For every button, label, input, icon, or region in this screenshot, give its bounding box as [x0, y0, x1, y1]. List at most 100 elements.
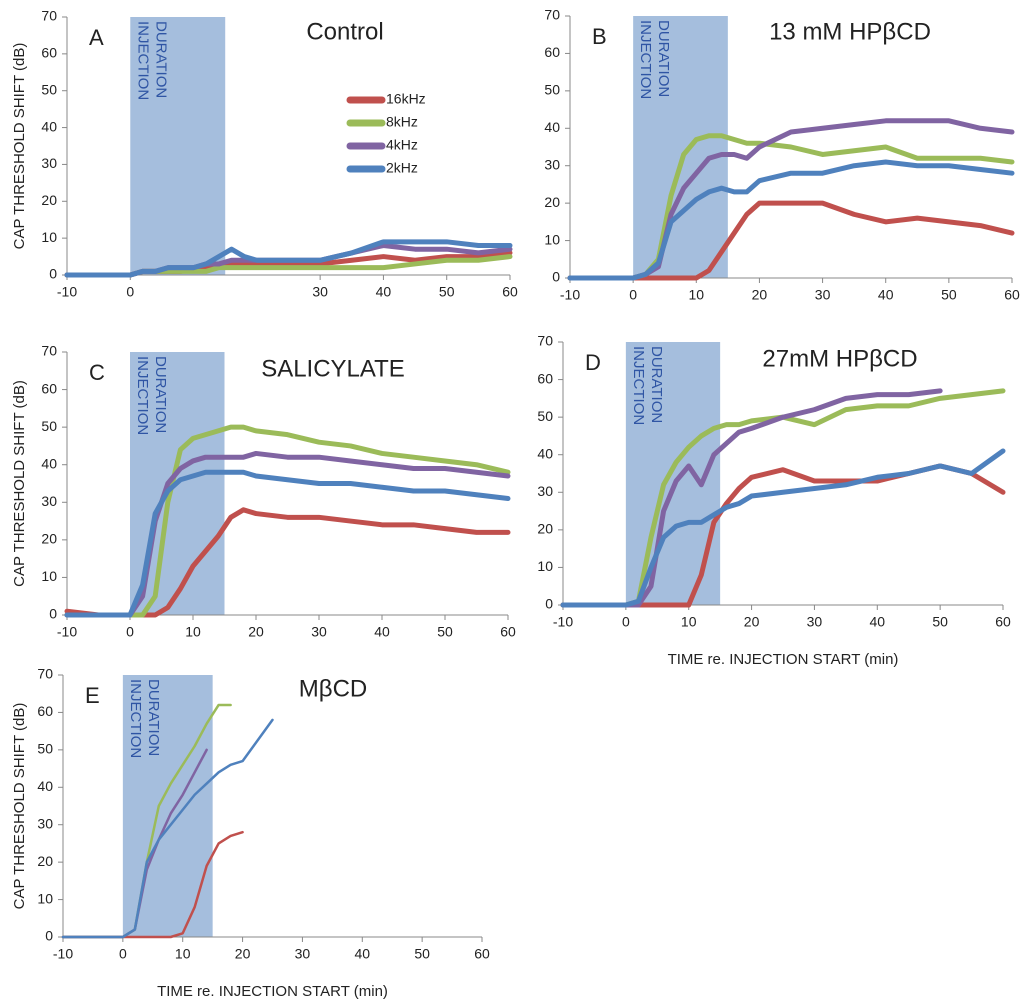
x-tick-label: 20 — [744, 614, 760, 630]
x-tick-label: 0 — [622, 614, 630, 630]
y-tick-label: 0 — [552, 269, 560, 285]
y-tick-label: 70 — [537, 333, 553, 349]
legend-label: 8kHz — [386, 114, 418, 130]
x-tick-label: -10 — [560, 287, 580, 303]
injection-label: DURATION — [655, 20, 672, 97]
y-tick-label: 70 — [544, 7, 560, 23]
series-line — [560, 448, 1006, 608]
chart-title: 13 mM HPβCD — [769, 18, 931, 45]
x-tick-label: 30 — [311, 624, 327, 640]
y-tick-label: 60 — [41, 45, 57, 61]
y-tick-label: 50 — [537, 408, 553, 424]
x-tick-label: 20 — [248, 624, 264, 640]
y-tick-label: 20 — [41, 192, 57, 208]
injection-label: INJECTION — [630, 346, 647, 425]
y-tick-label: 0 — [49, 606, 57, 622]
y-tick-label: 50 — [41, 418, 57, 434]
y-axis-label: CAP THRESHOLD SHIFT (dB) — [11, 380, 28, 587]
y-tick-label: 50 — [41, 81, 57, 97]
y-tick-label: 40 — [41, 455, 57, 471]
x-axis-label: TIME re. INJECTION START (min) — [157, 983, 388, 1000]
x-tick-label: -10 — [57, 624, 77, 640]
y-tick-label: 40 — [37, 778, 53, 794]
panel-letter: C — [89, 360, 105, 385]
x-tick-label: 20 — [235, 946, 251, 962]
y-tick-label: 10 — [41, 568, 57, 584]
y-tick-label: 0 — [45, 928, 53, 944]
x-tick-label: 0 — [126, 284, 134, 300]
y-tick-label: 20 — [37, 853, 53, 869]
x-tick-label: 0 — [126, 624, 134, 640]
y-tick-label: 50 — [544, 82, 560, 98]
x-tick-label: 30 — [295, 946, 311, 962]
y-tick-label: 70 — [37, 666, 53, 682]
x-tick-label: 50 — [437, 624, 453, 640]
series-line — [560, 388, 943, 608]
x-tick-label: -10 — [57, 284, 77, 300]
y-tick-label: 20 — [544, 194, 560, 210]
y-tick-label: 0 — [545, 596, 553, 612]
x-tick-label: 30 — [815, 287, 831, 303]
y-tick-label: 70 — [41, 343, 57, 359]
legend-label: 2kHz — [386, 160, 418, 176]
series-line — [61, 718, 274, 939]
y-tick-label: 10 — [544, 231, 560, 247]
x-tick-label: -10 — [553, 614, 573, 630]
y-tick-label: 60 — [41, 380, 57, 396]
y-tick-label: 60 — [537, 370, 553, 386]
x-tick-label: 60 — [502, 284, 518, 300]
x-tick-label: 60 — [474, 946, 490, 962]
x-tick-label: 10 — [175, 946, 191, 962]
x-tick-label: 40 — [354, 946, 370, 962]
x-tick-label: 10 — [681, 614, 697, 630]
y-tick-label: 0 — [49, 266, 57, 282]
x-tick-label: 60 — [500, 624, 516, 640]
y-tick-label: 30 — [544, 156, 560, 172]
series-line — [64, 424, 511, 618]
injection-label: DURATION — [152, 356, 169, 433]
y-tick-label: 40 — [41, 118, 57, 134]
injection-label: INJECTION — [134, 356, 151, 435]
y-tick-label: 20 — [41, 531, 57, 547]
x-tick-label: 30 — [312, 284, 328, 300]
x-tick-label: 10 — [688, 287, 704, 303]
panel-letter: D — [585, 350, 601, 375]
series-line — [64, 507, 511, 618]
y-tick-label: 50 — [37, 741, 53, 757]
series-line — [64, 469, 511, 618]
x-axis-label: TIME re. INJECTION START (min) — [668, 651, 899, 668]
chart-title: Control — [306, 18, 383, 45]
chart-title: 27mM HPβCD — [762, 345, 917, 372]
x-tick-label: 50 — [932, 614, 948, 630]
x-tick-label: -10 — [53, 946, 73, 962]
series-line — [64, 239, 513, 278]
x-tick-label: 0 — [629, 287, 637, 303]
series-line — [560, 388, 1006, 608]
y-tick-label: 60 — [37, 703, 53, 719]
x-tick-label: 50 — [941, 287, 957, 303]
injection-shade — [633, 16, 728, 278]
y-tick-label: 30 — [537, 483, 553, 499]
y-tick-label: 40 — [544, 119, 560, 135]
y-tick-label: 10 — [41, 229, 57, 245]
x-tick-label: 50 — [414, 946, 430, 962]
y-tick-label: 30 — [37, 815, 53, 831]
y-axis-label: CAP THRESHOLD SHIFT (dB) — [11, 703, 28, 910]
y-tick-label: 10 — [537, 558, 553, 574]
chart-title: MβCD — [299, 675, 367, 702]
panel-letter: A — [89, 25, 104, 50]
injection-label: DURATION — [152, 21, 169, 98]
legend-label: 4kHz — [386, 137, 418, 153]
y-tick-label: 20 — [537, 521, 553, 537]
x-tick-label: 40 — [374, 624, 390, 640]
x-tick-label: 50 — [439, 284, 455, 300]
injection-label: INJECTION — [134, 21, 151, 100]
panel-letter: B — [592, 24, 607, 49]
x-tick-label: 30 — [807, 614, 823, 630]
y-tick-label: 30 — [41, 493, 57, 509]
y-axis-label: CAP THRESHOLD SHIFT (dB) — [11, 43, 28, 250]
x-tick-label: 10 — [185, 624, 201, 640]
